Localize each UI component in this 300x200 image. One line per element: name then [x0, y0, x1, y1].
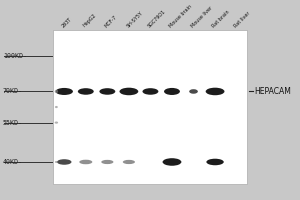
Bar [53, 30, 248, 184]
Text: Mouse liver: Mouse liver [190, 5, 213, 28]
Ellipse shape [55, 106, 58, 108]
Ellipse shape [189, 89, 198, 94]
Ellipse shape [142, 88, 158, 95]
Text: 40KD-: 40KD- [3, 159, 23, 165]
Text: HepG2: HepG2 [82, 13, 98, 28]
Text: SGC79O1: SGC79O1 [147, 8, 167, 28]
Ellipse shape [101, 160, 113, 164]
Ellipse shape [55, 121, 58, 124]
Text: 70KD-: 70KD- [3, 88, 23, 94]
Ellipse shape [206, 88, 224, 95]
Text: 293T: 293T [61, 16, 73, 28]
Ellipse shape [163, 158, 182, 166]
Ellipse shape [56, 88, 73, 95]
Text: SH-SY5Y: SH-SY5Y [125, 10, 144, 28]
Text: 100KD-: 100KD- [3, 53, 27, 59]
Text: MCF-7: MCF-7 [104, 14, 118, 28]
Text: Mouse brain: Mouse brain [168, 3, 193, 28]
Ellipse shape [99, 88, 115, 95]
Text: Rat liver: Rat liver [233, 10, 251, 28]
Ellipse shape [55, 161, 58, 163]
Ellipse shape [79, 160, 92, 164]
Ellipse shape [123, 160, 135, 164]
Ellipse shape [119, 88, 138, 95]
Text: 55KD-: 55KD- [3, 120, 23, 126]
Ellipse shape [55, 90, 58, 93]
Text: Rat brain: Rat brain [212, 9, 231, 28]
Text: HEPACAM: HEPACAM [255, 87, 292, 96]
Ellipse shape [164, 88, 180, 95]
Ellipse shape [206, 159, 224, 165]
Ellipse shape [57, 159, 71, 165]
Ellipse shape [78, 88, 94, 95]
